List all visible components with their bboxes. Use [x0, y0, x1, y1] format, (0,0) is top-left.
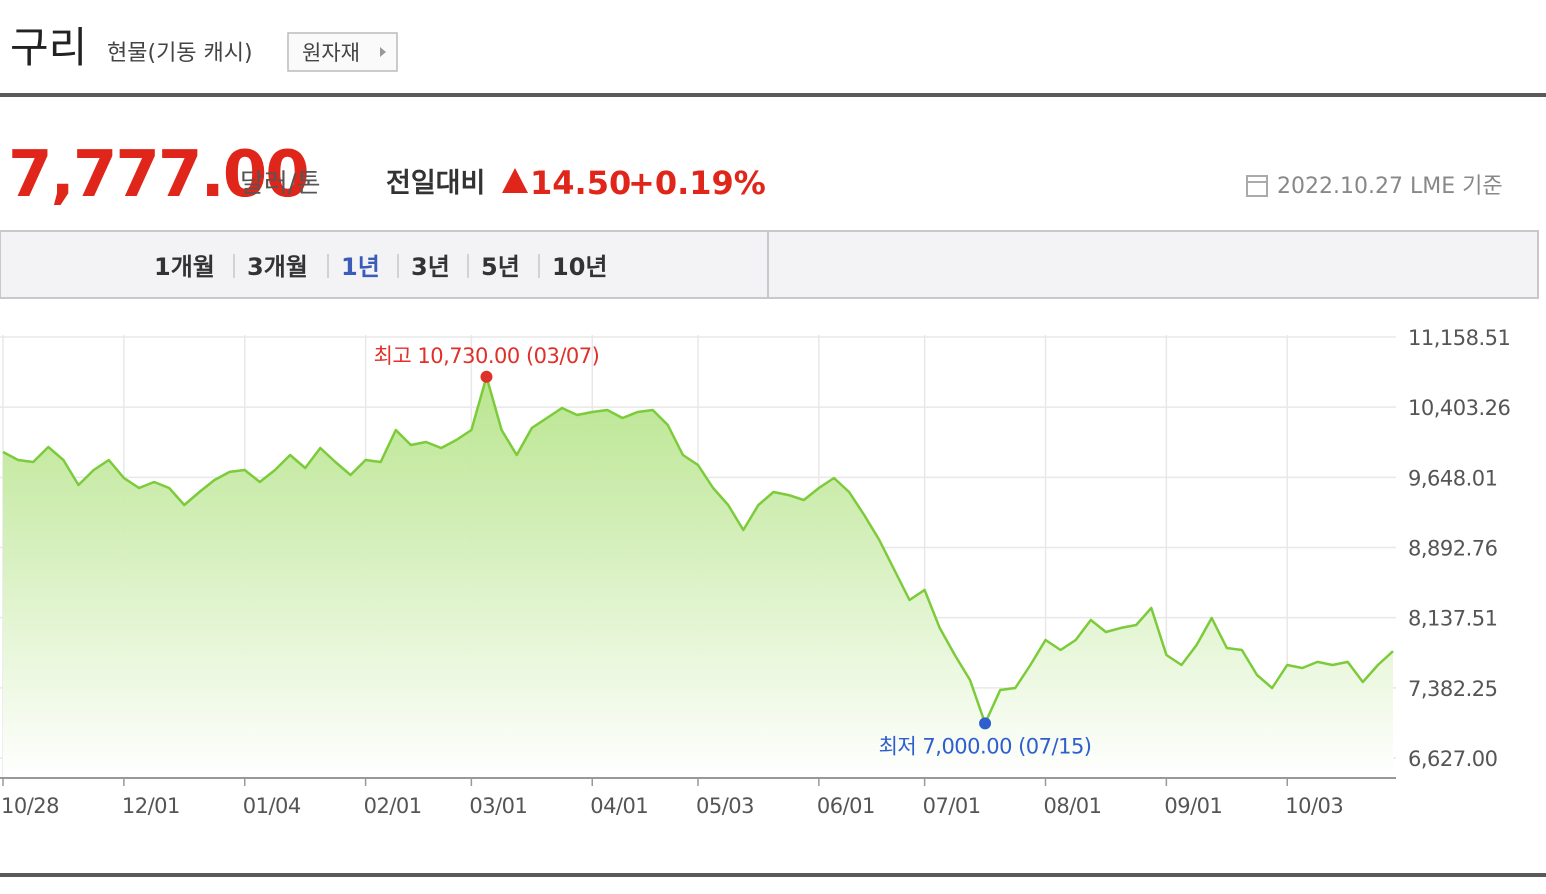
x-tick-label: 07/01	[923, 794, 981, 818]
y-tick-label: 7,382.25	[1408, 677, 1498, 701]
x-tick-label: 06/01	[817, 794, 875, 818]
high-annotation: 최고 10,730.00 (03/07)	[374, 344, 600, 368]
price-area	[3, 376, 1393, 778]
x-tick-label: 01/04	[243, 794, 301, 818]
x-tick-label: 02/01	[364, 794, 422, 818]
high-point	[480, 370, 493, 383]
change-label: 전일대비	[386, 168, 485, 199]
price: 7,777.00	[8, 138, 308, 212]
y-tick-label: 10,403.26	[1408, 396, 1511, 420]
period-tab[interactable]: 3개월	[247, 253, 308, 281]
change-percent: +0.19%	[628, 164, 766, 202]
category-button[interactable]	[287, 32, 398, 72]
up-triangle	[502, 168, 528, 193]
period-tab[interactable]: 10년	[552, 253, 607, 281]
page-title: 구리	[10, 23, 87, 72]
price-unit: 달러/톤	[240, 169, 321, 199]
y-tick-label: 11,158.51	[1408, 326, 1510, 350]
calendar-icon	[1246, 175, 1268, 197]
x-tick-label: 10/03	[1285, 794, 1343, 818]
x-tick-label: 09/01	[1164, 794, 1222, 818]
period-tab[interactable]: 1년	[341, 253, 380, 281]
period-tab[interactable]: 3년	[411, 253, 450, 281]
low-point	[979, 717, 992, 730]
footer-divider	[0, 873, 1546, 877]
price-line	[2, 375, 1394, 725]
low-annotation: 최저 7,000.00 (07/15)	[879, 734, 1092, 758]
button-arrow	[380, 47, 386, 57]
quote-date: 2022.10.27 LME 기준	[1277, 174, 1503, 199]
y-tick-label: 9,648.01	[1408, 466, 1498, 490]
x-tick-label: 08/01	[1044, 794, 1102, 818]
y-tick-label: 6,627.00	[1408, 747, 1498, 771]
header-divider	[0, 93, 1546, 97]
x-tick-label: 05/03	[696, 794, 754, 818]
x-tick-label: 10/28	[1, 794, 59, 818]
y-tick-label: 8,892.76	[1408, 536, 1498, 560]
period-tab[interactable]: 5년	[481, 253, 520, 281]
price-chart: 6,627.00 7,382.25 8,137.51 8,892.76 9,648.01…	[0, 326, 1511, 818]
y-tick-label: 8,137.51	[1408, 607, 1498, 631]
change: 14.50	[530, 164, 631, 202]
period-tab[interactable]: 1개월	[154, 253, 215, 281]
subtitle: 현물(기동 캐시)	[107, 41, 253, 66]
period-tabs: 1개월 3개월 1년 3년 5년 10년	[154, 253, 607, 281]
category-button-label[interactable]: 원자재	[302, 41, 360, 65]
x-tick-label: 03/01	[469, 794, 527, 818]
x-tick-label: 12/01	[122, 794, 180, 818]
x-tick-label: 04/01	[590, 794, 648, 818]
